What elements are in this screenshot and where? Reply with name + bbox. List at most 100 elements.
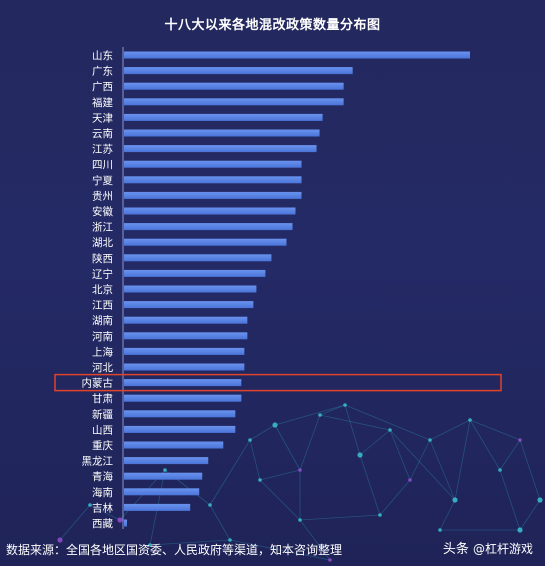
- bar-辽宁: [124, 269, 266, 277]
- category-label-黑龙江: 黑龙江: [82, 455, 114, 468]
- bar-云南: [124, 129, 320, 137]
- category-label-湖北: 湖北: [92, 237, 113, 249]
- highlight-box: [54, 373, 502, 392]
- category-label-河北: 河北: [92, 362, 113, 374]
- network-edge: [359, 454, 381, 516]
- network-node: [428, 438, 432, 442]
- network-edge: [379, 479, 411, 516]
- network-node: [57, 537, 63, 543]
- network-node: [408, 478, 412, 482]
- bar-内蒙古: [124, 379, 242, 387]
- bar-青海: [124, 472, 203, 480]
- network-edge: [519, 499, 541, 531]
- bar-山西: [124, 425, 236, 433]
- category-label-甘肃: 甘肃: [92, 392, 113, 405]
- bar-陕西: [124, 254, 272, 262]
- category-label-上海: 上海: [92, 345, 113, 358]
- bar-贵州: [124, 191, 302, 199]
- bar-西藏: [124, 519, 128, 527]
- bar-宁夏: [124, 176, 302, 184]
- brand-watermark: 头条 @杠杆游戏: [443, 538, 533, 557]
- network-edge: [499, 439, 521, 471]
- category-label-山西: 山西: [92, 424, 113, 436]
- network-node: [228, 538, 232, 542]
- network-node: [248, 438, 252, 442]
- category-label-安徽: 安徽: [92, 205, 113, 218]
- category-label-宁夏: 宁夏: [92, 174, 113, 187]
- network-node: [343, 403, 347, 407]
- network-node: [163, 468, 167, 472]
- category-label-陕西: 陕西: [92, 252, 113, 265]
- network-edge: [259, 479, 301, 521]
- network-node: [388, 428, 392, 432]
- network-edge: [439, 499, 456, 531]
- category-label-江苏: 江苏: [92, 143, 113, 156]
- bar-海南: [124, 488, 200, 496]
- brand-name: 头条: [442, 542, 469, 557]
- bar-安徽: [124, 207, 296, 215]
- bar-江苏: [124, 145, 317, 153]
- network-edge: [319, 404, 346, 416]
- brand-handle: @杠杆游戏: [472, 542, 533, 556]
- network-edge: [519, 439, 541, 501]
- category-label-新疆: 新疆: [92, 408, 113, 421]
- network-edge: [274, 424, 301, 471]
- bars-group: [124, 51, 470, 527]
- bar-江西: [124, 301, 254, 309]
- network-node: [88, 503, 92, 507]
- bar-广西: [124, 82, 344, 90]
- network-node: [498, 468, 502, 472]
- network-node: [272, 422, 278, 428]
- bar-四川: [124, 160, 302, 168]
- category-label-重庆: 重庆: [92, 439, 113, 452]
- network-edge: [344, 404, 361, 456]
- network-edge: [89, 504, 121, 521]
- bar-山东: [124, 51, 470, 59]
- network-edge: [149, 539, 231, 546]
- chart-title: 十八大以来各地混改政策数量分布图: [164, 18, 381, 33]
- data-source-note: 数据来源：全国各地区国资委、人民政府等渠道，知本咨询整理: [6, 543, 343, 557]
- network-node: [378, 513, 382, 517]
- category-label-湖南: 湖南: [92, 314, 113, 327]
- network-edge: [454, 419, 471, 501]
- network-edge: [229, 539, 331, 561]
- category-label-北京: 北京: [92, 283, 113, 296]
- category-label-西藏: 西藏: [92, 518, 113, 530]
- network-edge: [209, 439, 251, 506]
- category-label-吉林: 吉林: [92, 501, 113, 514]
- network-node: [148, 543, 152, 547]
- network-node: [438, 528, 442, 532]
- network-edge: [429, 439, 456, 501]
- network-node: [452, 497, 458, 503]
- category-label-青海: 青海: [92, 470, 113, 483]
- bar-河北: [124, 363, 245, 371]
- network-edge: [259, 469, 301, 481]
- network-edge: [389, 429, 411, 481]
- category-label-云南: 云南: [92, 127, 113, 140]
- bar-湖北: [124, 238, 287, 246]
- category-label-广西: 广西: [92, 81, 113, 93]
- network-node: [328, 558, 332, 562]
- category-label-河南: 河南: [92, 330, 113, 343]
- network-edge: [469, 419, 521, 441]
- network-node: [318, 413, 322, 417]
- network-edge: [389, 429, 456, 501]
- network-node: [298, 518, 302, 522]
- network-node: [208, 503, 212, 507]
- network-edge: [429, 419, 471, 441]
- network-node: [468, 418, 472, 422]
- category-label-内蒙古: 内蒙古: [82, 377, 114, 390]
- bar-新疆: [124, 410, 236, 418]
- network-edge: [299, 514, 381, 521]
- bar-上海: [124, 347, 245, 355]
- category-label-广东: 广东: [92, 65, 113, 78]
- network-node: [357, 452, 363, 458]
- network-node: [517, 527, 523, 533]
- network-node: [117, 517, 123, 523]
- network-edge: [319, 414, 391, 431]
- network-node: [258, 478, 262, 482]
- category-label-江西: 江西: [92, 300, 113, 312]
- category-label-贵州: 贵州: [92, 189, 113, 202]
